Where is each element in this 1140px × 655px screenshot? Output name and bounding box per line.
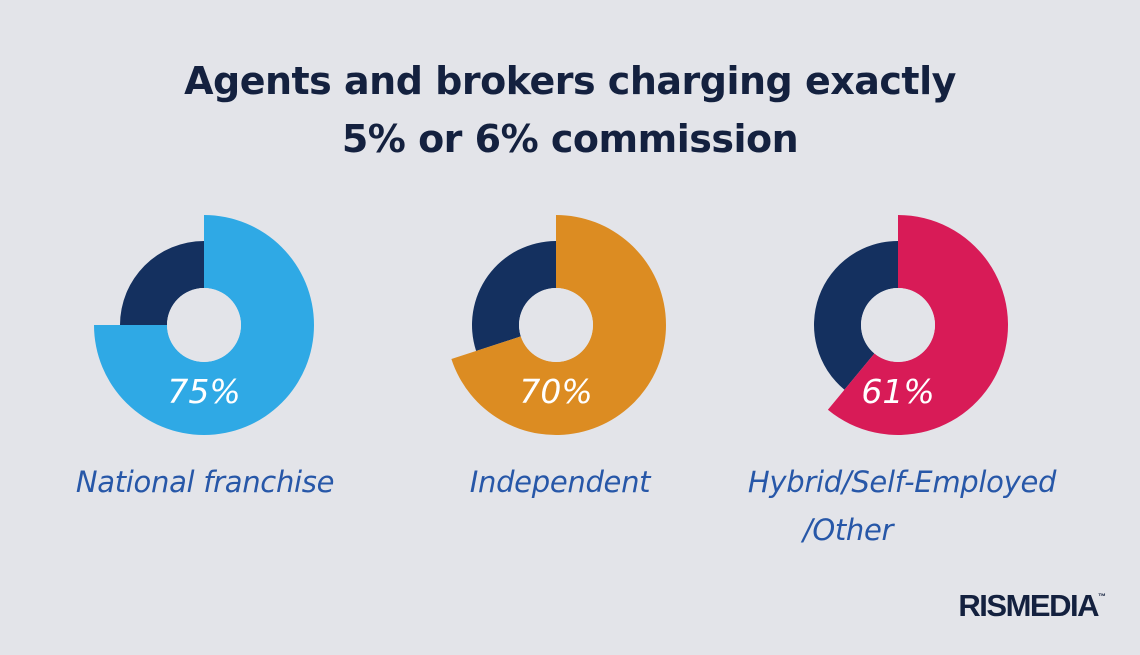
category-label-independent: Independent bbox=[400, 458, 720, 506]
donut-hole bbox=[167, 288, 241, 362]
donut-national-franchise: 75% bbox=[94, 215, 314, 435]
donut-value-slice bbox=[451, 215, 666, 435]
donut-remainder-slice bbox=[119, 241, 204, 325]
donut-remainder-slice bbox=[814, 241, 898, 390]
category-label-text: Independent bbox=[469, 465, 651, 499]
donut-hole bbox=[519, 288, 593, 362]
rismedia-logo: RISMEDIA™ bbox=[958, 588, 1106, 624]
donut-independent: 70% bbox=[451, 215, 666, 435]
donut-value-label: 61% bbox=[861, 372, 934, 411]
donut-value-slice bbox=[827, 215, 1009, 436]
category-label-line-2: /Other bbox=[802, 513, 894, 547]
donut-hole bbox=[861, 288, 935, 362]
donut-remainder-slice bbox=[472, 241, 556, 351]
category-label-national-franchise: National franchise bbox=[40, 458, 370, 506]
donut-value-label: 75% bbox=[167, 372, 240, 411]
donut-hybrid-self-employed-other: 61% bbox=[814, 215, 1009, 436]
category-label-line-1: Hybrid/Self-Employed bbox=[747, 465, 1057, 499]
chart-title-line-2: 5% or 6% commission bbox=[341, 117, 799, 161]
chart-title: Agents and brokers charging exactly 5% o… bbox=[0, 52, 1140, 168]
category-label-hybrid: Hybrid/Self-Employed /Other bbox=[712, 458, 1092, 554]
chart-title-line-1: Agents and brokers charging exactly bbox=[184, 59, 956, 103]
donut-value-label: 70% bbox=[519, 372, 592, 411]
category-label-text: National franchise bbox=[75, 465, 335, 499]
logo-trademark: ™ bbox=[1098, 592, 1106, 601]
logo-text: RISMEDIA bbox=[958, 588, 1099, 623]
